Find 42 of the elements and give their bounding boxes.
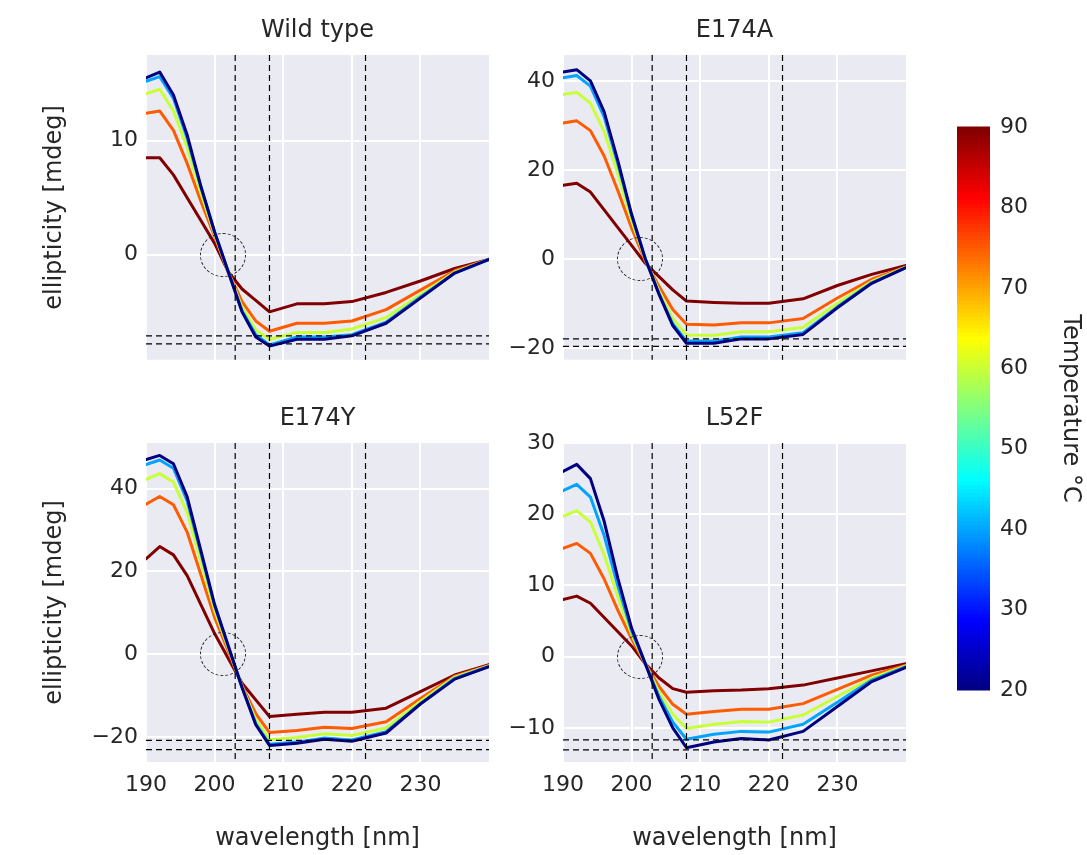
chart-title: E174Y: [279, 403, 356, 432]
x-tick-label: 220: [330, 770, 373, 796]
x-tick-label: 200: [610, 770, 653, 796]
y-tick-label: 20: [527, 155, 555, 181]
x-tick-label: 230: [399, 770, 442, 796]
color-bar-label: 20: [1000, 675, 1028, 701]
x-tick-label: 190: [542, 770, 584, 796]
x-tick-label: 190: [125, 770, 167, 796]
y-tick-label: −20: [508, 333, 555, 359]
x-tick-label: 210: [679, 770, 722, 796]
color-bar-label: 90: [1000, 112, 1028, 138]
x-axis-title: wavelength [nm]: [632, 822, 837, 851]
y-tick-label: 40: [527, 66, 555, 92]
y-tick-label: 0: [124, 640, 138, 665]
x-tick-label: 220: [747, 770, 790, 796]
x-axis-title: wavelength [nm]: [215, 822, 420, 851]
chart-title: Wild type: [260, 15, 375, 44]
y-tick-label: 0: [124, 240, 138, 266]
x-tick-label: 210: [262, 770, 305, 796]
y-axis-title: ellipticity [mdeg]: [38, 105, 67, 310]
y-tick-label: 10: [527, 571, 555, 597]
color-bar-label: 80: [1000, 193, 1028, 219]
y-axis-title: ellipticity [mdeg]: [38, 500, 67, 705]
y-tick-label: 30: [527, 428, 555, 454]
chart-title: E174A: [695, 15, 774, 44]
chart-title: L52F: [705, 403, 764, 432]
color-bar-label: 60: [1000, 354, 1028, 379]
color-bar-title: Temperature °C: [1058, 313, 1087, 503]
y-tick-label: 20: [110, 557, 138, 583]
y-tick-label: −20: [91, 722, 138, 748]
color-bar-label: 50: [1000, 434, 1028, 460]
y-tick-label: 0: [541, 642, 555, 668]
x-tick-label: 230: [816, 770, 859, 796]
y-tick-label: −10: [508, 713, 555, 739]
y-tick-label: 0: [541, 244, 555, 270]
color-bar-label: 30: [1000, 595, 1028, 621]
color-bar-label: 70: [1000, 273, 1028, 299]
color-bar-label: 40: [1000, 514, 1028, 540]
y-tick-label: 10: [110, 126, 138, 152]
y-tick-label: 20: [527, 499, 555, 525]
y-tick-label: 40: [110, 474, 138, 500]
x-tick-label: 200: [193, 770, 236, 796]
